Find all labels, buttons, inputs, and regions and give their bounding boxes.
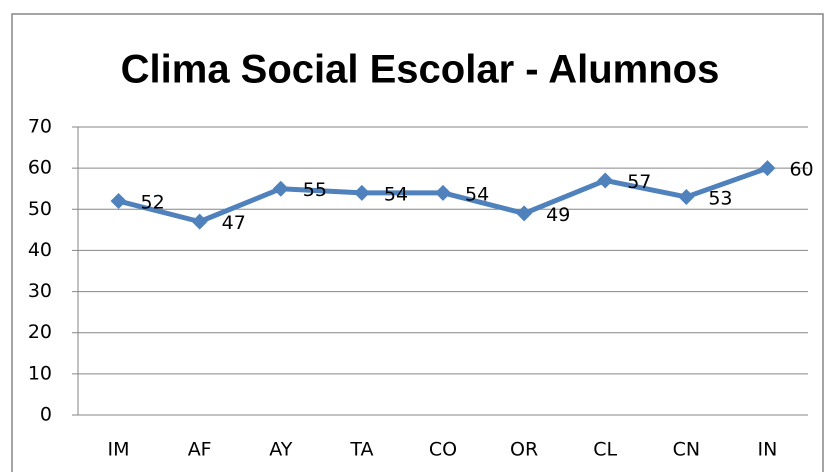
data-marker xyxy=(272,180,289,197)
data-label: 47 xyxy=(222,212,246,234)
chart-title: Clima Social Escolar - Alumnos xyxy=(121,48,720,92)
data-marker xyxy=(435,184,451,201)
data-label: 54 xyxy=(465,183,489,205)
data-label: 52 xyxy=(141,192,165,214)
data-marker xyxy=(110,193,127,210)
x-tick-label: CO xyxy=(429,439,457,461)
x-tick-label: CN xyxy=(673,439,700,461)
data-label: 54 xyxy=(384,183,408,205)
data-marker xyxy=(516,205,533,222)
data-marker xyxy=(678,188,695,205)
data-label: 49 xyxy=(546,204,570,226)
data-marker xyxy=(353,184,370,201)
y-tick-label: 40 xyxy=(28,239,52,261)
data-label: 60 xyxy=(789,159,813,181)
x-tick-label: CL xyxy=(593,439,617,461)
data-marker xyxy=(759,160,776,177)
chart-frame xyxy=(11,13,824,476)
data-label: 55 xyxy=(303,179,327,201)
y-tick-label: 30 xyxy=(28,280,52,302)
y-tick-label: 50 xyxy=(28,198,52,220)
data-marker xyxy=(597,172,614,189)
y-tick-label: 60 xyxy=(28,157,52,179)
x-tick-label: OR xyxy=(510,439,538,461)
data-label: 53 xyxy=(708,187,732,209)
x-tick-label: IM xyxy=(108,439,130,461)
y-tick-label: 20 xyxy=(28,321,52,343)
data-marker xyxy=(191,213,208,230)
y-tick-label: 70 xyxy=(28,116,52,138)
x-tick-label: IN xyxy=(758,439,778,461)
x-tick-label: TA xyxy=(349,439,373,461)
y-tick-label: 0 xyxy=(40,404,52,426)
x-tick-label: AY xyxy=(269,439,293,461)
y-tick-label: 10 xyxy=(28,362,52,384)
data-label: 57 xyxy=(627,171,651,193)
x-tick-label: AF xyxy=(188,439,212,461)
